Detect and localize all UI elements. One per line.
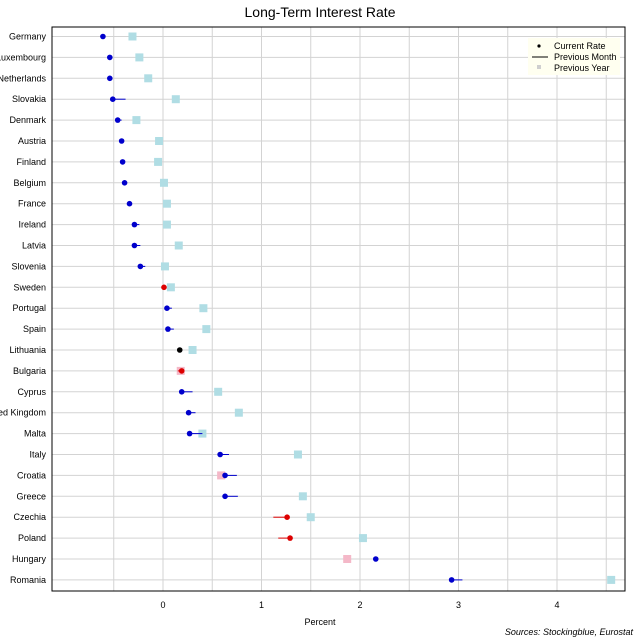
legend-current-rate-marker (537, 44, 541, 48)
x-tick-label: 4 (554, 600, 559, 610)
current-rate-point (186, 430, 193, 437)
y-tick-label: Greece (16, 491, 46, 501)
previous-year-marker (155, 137, 164, 145)
y-tick-label: Italy (29, 450, 46, 460)
x-tick-label: 3 (456, 600, 461, 610)
current-rate-point (217, 451, 223, 458)
y-tick-label: France (18, 199, 46, 209)
y-tick-label: Lithuania (9, 345, 46, 355)
current-rate-point (176, 347, 183, 353)
previous-year-marker (159, 178, 168, 187)
y-tick-label: Poland (18, 533, 46, 543)
previous-year-marker (162, 220, 171, 229)
current-rate-point (131, 242, 138, 249)
previous-year-marker (166, 283, 175, 292)
previous-year-marker (358, 534, 367, 543)
x-axis-label: Percent (304, 617, 336, 627)
previous-year-marker (199, 304, 208, 313)
current-rate-point (100, 33, 106, 40)
y-tick-label: Czechia (13, 512, 46, 522)
y-tick-label: Slovenia (11, 261, 46, 271)
plot-border (51, 26, 626, 592)
current-rate-point (448, 577, 455, 583)
x-axis-ticks: 0 1 2 3 4 (160, 600, 559, 610)
chart-title: Long-Term Interest Rate (245, 4, 396, 20)
previous-year-marker (306, 513, 315, 522)
source-note: Sources: Stockingblue, Eurostat (505, 627, 634, 637)
current-rate-point (118, 138, 125, 144)
current-rate-point (107, 75, 113, 82)
current-rate-point (114, 117, 121, 123)
current-rate-point (287, 535, 293, 541)
y-tick-label: Germany (9, 32, 47, 42)
current-rate-point (121, 180, 128, 186)
current-rate-point (126, 200, 133, 207)
previous-year-marker (162, 199, 171, 208)
y-tick-label: Austria (18, 136, 46, 146)
current-rate-point (222, 472, 228, 479)
previous-year-marker (174, 241, 183, 250)
previous-year-marker (234, 408, 243, 417)
previous-year-marker (154, 157, 163, 166)
current-rate-point (109, 96, 116, 102)
previous-year-marker (144, 74, 153, 83)
x-tick-label: 0 (160, 600, 165, 610)
legend-previous-year-marker (537, 65, 541, 69)
y-tick-label: Romania (10, 575, 46, 585)
y-tick-label: Malta (24, 429, 46, 439)
current-rate-point (131, 221, 138, 228)
y-tick-label: Cyprus (17, 387, 46, 397)
previous-year-marker (132, 116, 141, 125)
y-tick-label: Spain (23, 324, 46, 334)
previous-year-marker (128, 32, 137, 41)
previous-year-marker (214, 387, 223, 396)
previous-year-marker (171, 95, 180, 104)
data-marks (100, 32, 616, 584)
current-rate-point (222, 493, 228, 500)
y-tick-label: Ireland (18, 220, 46, 230)
y-tick-label: United Kingdom (0, 408, 46, 418)
x-tick-label: 2 (357, 600, 362, 610)
previous-year-marker (202, 325, 211, 334)
previous-year-marker (217, 471, 226, 480)
y-tick-label: Belgium (13, 178, 46, 188)
grid (52, 27, 625, 591)
y-tick-label: Portugal (12, 303, 46, 313)
y-tick-label: Latvia (22, 241, 46, 251)
previous-year-marker (188, 346, 197, 354)
y-tick-label: Finland (16, 157, 46, 167)
x-tick-label: 1 (259, 600, 264, 610)
y-tick-label: Croatia (17, 470, 46, 480)
y-axis-labels: Germany Luxembourg Netherlands Slovakia Denm… (0, 32, 46, 585)
legend: Current Rate Previous Month Previous Yea… (528, 38, 620, 75)
current-rate-point (284, 514, 290, 520)
current-rate-point (185, 409, 192, 416)
previous-year-marker (135, 53, 144, 62)
legend-previous-month-label: Previous Month (554, 52, 617, 62)
current-rate-point (164, 305, 170, 312)
previous-year-marker (160, 262, 169, 271)
y-tick-label: Denmark (9, 115, 46, 125)
current-rate-point (178, 389, 185, 395)
current-rate-point (119, 159, 126, 165)
legend-previous-year-label: Previous Year (554, 63, 610, 73)
previous-year-marker (607, 575, 616, 584)
y-tick-label: Netherlands (0, 73, 46, 83)
y-tick-label: Slovakia (12, 94, 46, 104)
current-rate-point (372, 556, 379, 562)
y-tick-label: Hungary (12, 554, 47, 564)
current-rate-point (165, 326, 171, 332)
legend-current-rate-label: Current Rate (554, 41, 606, 51)
y-tick-label: Bulgaria (13, 366, 46, 376)
y-tick-label: Sweden (13, 282, 46, 292)
previous-year-marker (343, 555, 352, 563)
current-rate-point (161, 284, 167, 291)
current-rate-point (137, 263, 144, 270)
current-rate-point (107, 54, 113, 61)
previous-year-marker (298, 492, 307, 501)
y-tick-label: Luxembourg (0, 52, 46, 62)
previous-year-marker (293, 450, 302, 459)
current-rate-point (178, 368, 185, 374)
